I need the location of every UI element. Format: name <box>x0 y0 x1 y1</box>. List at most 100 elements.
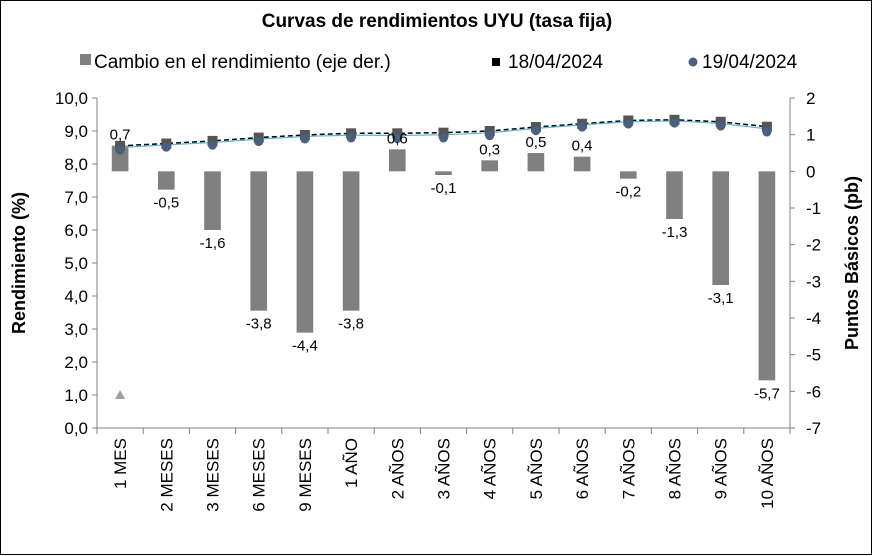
line-series <box>115 114 772 155</box>
marker-19-04-2024 <box>346 133 356 143</box>
x-category-label: 2 AÑOS <box>388 438 407 499</box>
x-category-label: 3 MESES <box>204 438 223 512</box>
triangle-marker <box>115 390 126 399</box>
legend-swatch-bar <box>80 54 91 65</box>
marker-19-04-2024 <box>577 122 587 132</box>
bar-change <box>388 149 406 172</box>
y-left-tick-label: 2,0 <box>64 353 88 372</box>
marker-19-04-2024 <box>254 137 264 147</box>
marker-18-04-2024 <box>392 128 403 139</box>
marker-18-04-2024 <box>346 128 357 139</box>
bar-change <box>250 171 268 311</box>
legend-marker-circle <box>688 57 698 67</box>
marker-19-04-2024 <box>485 131 495 141</box>
bar-change <box>573 156 591 172</box>
marker-18-04-2024 <box>484 126 495 136</box>
legend-marker-square <box>492 58 500 66</box>
bar-change <box>435 171 452 175</box>
y-left-title: Rendimiento (%) <box>9 192 29 334</box>
bar-data-label: 0,5 <box>525 134 546 151</box>
legend-label-19-04: 19/04/2024 <box>702 52 798 73</box>
bar-data-label: -3,1 <box>708 290 734 307</box>
bar-change <box>758 171 776 381</box>
marker-19-04-2024 <box>300 134 310 144</box>
bar-change <box>204 171 221 230</box>
bar-data-label: 0,3 <box>479 141 500 158</box>
marker-19-04-2024 <box>392 134 402 144</box>
marker-19-04-2024 <box>623 119 633 129</box>
bar-change <box>527 153 545 172</box>
x-category-label: 10 AÑOS <box>758 438 777 509</box>
bar-change <box>111 145 129 172</box>
bar-change <box>296 171 314 333</box>
y-left-tick-label: 4,0 <box>64 287 88 306</box>
marker-18-04-2024 <box>761 121 772 132</box>
bar-change <box>619 171 637 179</box>
legend: Cambio en el rendimiento (eje der.) 18/0… <box>80 52 798 73</box>
x-category-label: 1 MES <box>111 438 130 489</box>
y-left-tick-label: 1,0 <box>64 386 88 405</box>
x-category-label: 5 AÑOS <box>527 438 546 499</box>
axes: 0,0 1,0 2,0 3,0 4,0 5,0 6,0 7,0 8,0 9,0 10,0 -7 -6 -5… <box>55 89 821 512</box>
bar-data-label: -1,3 <box>662 224 688 241</box>
y-right-tick-label: -6 <box>806 382 821 401</box>
marker-18-04-2024 <box>438 127 449 138</box>
marker-19-04-2024 <box>115 145 125 155</box>
bar-change <box>666 171 683 219</box>
y-left-tick-label: 6,0 <box>64 221 88 240</box>
x-category-label: 2 MESES <box>157 438 176 512</box>
bar-data-label: 0,7 <box>110 127 131 144</box>
y-left-tick-label: 10,0 <box>55 89 88 108</box>
marker-19-04-2024 <box>716 121 726 131</box>
x-category-label: 3 AÑOS <box>435 438 454 499</box>
bar-series <box>111 145 776 381</box>
bar-data-label: -0,1 <box>431 180 457 197</box>
bar-change <box>157 171 175 190</box>
bar-change <box>481 160 499 172</box>
x-category-label: 1 AÑO <box>342 438 361 488</box>
y-right-tick-label: -5 <box>806 346 821 365</box>
bar-change <box>712 171 730 285</box>
y-left-tick-label: 7,0 <box>64 188 88 207</box>
bar-data-label: 0,6 <box>387 130 408 147</box>
y-right-title: Puntos Básicos (pb) <box>842 176 862 350</box>
bar-data-label: -3,8 <box>246 316 272 333</box>
y-right-tick-label: -1 <box>806 199 821 218</box>
x-category-label: 9 MESES <box>296 438 315 512</box>
x-category-label: 7 AÑOS <box>619 438 638 499</box>
marker-19-04-2024 <box>208 140 217 150</box>
y-left-tick-label: 5,0 <box>64 254 88 273</box>
x-category-label: 6 AÑOS <box>573 438 592 499</box>
x-category-label: 4 AÑOS <box>481 438 500 499</box>
y-left-tick-label: 3,0 <box>64 320 88 339</box>
marker-19-04-2024 <box>670 118 679 128</box>
marker-19-04-2024 <box>439 133 448 143</box>
bar-data-label: -5,7 <box>754 385 780 402</box>
bar-data-label: -1,6 <box>200 235 226 252</box>
legend-label-bar: Cambio en el rendimiento (eje der.) <box>94 52 391 73</box>
marker-19-04-2024 <box>762 127 772 137</box>
y-right-tick-label: 0 <box>806 162 815 181</box>
bar-data-label: -3,8 <box>338 316 364 333</box>
x-category-label: 8 AÑOS <box>666 438 685 499</box>
chart-title: Curvas de rendimientos UYU (tasa fija) <box>262 11 613 32</box>
legend-label-18-04: 18/04/2024 <box>508 52 604 73</box>
data-labels: 0,7 -0,5 -1,6 -3,8 -4,4 -3,8 0,6 -0,1 0,3 0,5 0,4 -… <box>110 127 780 403</box>
x-category-label: 6 MESES <box>250 438 269 512</box>
x-category-label: 9 AÑOS <box>712 438 731 499</box>
y-left-tick-label: 9,0 <box>64 122 88 141</box>
bar-data-label: -0,5 <box>153 195 179 212</box>
bar-change <box>342 171 360 311</box>
y-left-tick-label: 0,0 <box>64 419 88 438</box>
y-right-tick-label: -7 <box>806 419 821 438</box>
y-right-tick-label: 2 <box>806 89 815 108</box>
bar-data-label: -4,4 <box>292 338 318 355</box>
y-right-tick-label: -3 <box>806 272 821 291</box>
bar-data-label: 0,4 <box>572 138 593 155</box>
marker-19-04-2024 <box>161 142 171 152</box>
marker-19-04-2024 <box>531 126 541 136</box>
y-right-tick-label: -2 <box>806 236 821 255</box>
y-right-tick-label: -4 <box>806 309 821 328</box>
